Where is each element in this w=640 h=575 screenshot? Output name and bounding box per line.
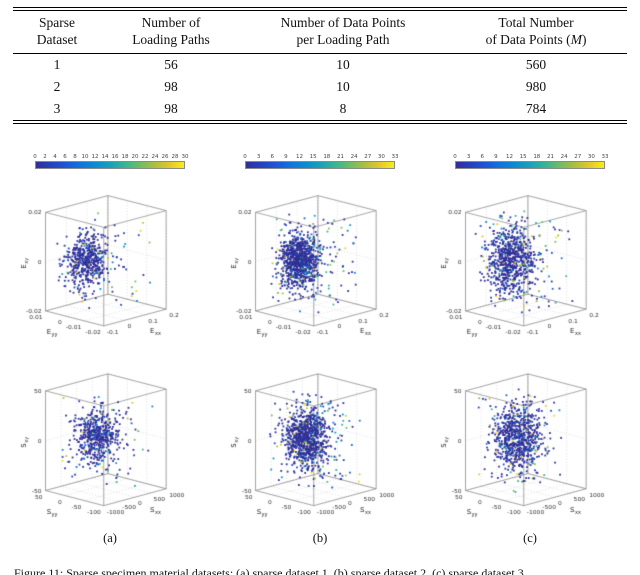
subcaption-b: (b) bbox=[312, 531, 328, 546]
colorbar-tick: 28 bbox=[171, 154, 179, 161]
colorbar-tick: 30 bbox=[587, 154, 595, 161]
scatter3d-stress-a bbox=[6, 349, 214, 528]
colorbar-tick: 27 bbox=[574, 154, 582, 161]
cell-dataset: 3 bbox=[13, 97, 101, 125]
table-body: 1 56 10 560 2 98 10 980 3 98 8 784 bbox=[13, 53, 627, 125]
cell-paths: 56 bbox=[164, 56, 178, 72]
dataset-table: Sparse Dataset Number of Loading Paths N… bbox=[13, 6, 627, 125]
figure-caption: Figure 11: Sparse specimen material data… bbox=[14, 566, 527, 575]
colorbar-tick: 18 bbox=[121, 154, 129, 161]
colorbar-tick: 14 bbox=[101, 154, 109, 161]
colorbar-gradient bbox=[35, 161, 185, 170]
colorbar-tick: 0 bbox=[33, 154, 37, 161]
header-line: of Data Points (M) bbox=[485, 32, 587, 48]
colorbar-gradient bbox=[245, 161, 395, 170]
scatter3d-strain-a bbox=[6, 171, 214, 348]
header-line: Dataset bbox=[36, 32, 78, 48]
colorbar-tick: 16 bbox=[111, 154, 119, 161]
header-line: Number of Data Points bbox=[280, 15, 406, 30]
colorbar-c: 0 3 6 9 12 15 18 21 24 27 30 33 bbox=[453, 154, 609, 170]
cell-dataset: 1 bbox=[53, 56, 61, 72]
colorbar-tick: 33 bbox=[391, 154, 399, 161]
colorbar-tick: 22 bbox=[141, 154, 149, 161]
col-header-sparse-dataset: Sparse Dataset bbox=[13, 6, 101, 54]
colorbar-tick: 18 bbox=[323, 154, 331, 161]
colorbar-a: 0 2 4 6 8 10 12 14 16 18 20 22 24 26 28 30 bbox=[33, 154, 189, 170]
colorbar-tick: 18 bbox=[533, 154, 541, 161]
colorbar-tick: 9 bbox=[284, 154, 288, 161]
colorbar-tick: 10 bbox=[81, 154, 89, 161]
scatter3d-stress-c bbox=[426, 349, 634, 528]
colorbar-tick: 15 bbox=[309, 154, 317, 161]
colorbar-tick: 24 bbox=[151, 154, 159, 161]
colorbar-tick: 0 bbox=[453, 154, 457, 161]
cell-dataset: 2 bbox=[53, 78, 61, 94]
colorbar-tick-labels: 0 2 4 6 8 10 12 14 16 18 20 22 24 26 28 30 bbox=[33, 154, 188, 161]
colorbar-tick: 2 bbox=[43, 154, 47, 161]
table-header-row: Sparse Dataset Number of Loading Paths N… bbox=[13, 6, 627, 54]
cell-paths: 98 bbox=[164, 78, 178, 94]
colorbar-tick: 30 bbox=[181, 154, 189, 161]
colorbar-tick: 9 bbox=[494, 154, 498, 161]
colorbar-tick: 12 bbox=[91, 154, 99, 161]
colorbar-tick: 24 bbox=[350, 154, 358, 161]
colorbar-tick: 3 bbox=[466, 154, 471, 161]
table-header: Sparse Dataset Number of Loading Paths N… bbox=[13, 6, 627, 54]
col-header-loading-paths: Number of Loading Paths bbox=[101, 6, 241, 54]
cell-paths: 98 bbox=[101, 97, 241, 125]
colorbar-b: 0 3 6 9 12 15 18 21 24 27 30 33 bbox=[243, 154, 399, 170]
table-row: 3 98 8 784 bbox=[13, 97, 627, 125]
colorbar-gradient bbox=[455, 161, 605, 170]
cell-total: 560 bbox=[525, 56, 547, 72]
colorbar-tick: 15 bbox=[519, 154, 527, 161]
cell-total: 784 bbox=[445, 97, 627, 125]
subcaption-a: (a) bbox=[103, 531, 117, 546]
colorbar-tick: 6 bbox=[63, 154, 67, 161]
colorbar-tick: 4 bbox=[53, 154, 57, 161]
header-line: Total Number bbox=[498, 15, 574, 30]
colorbar-tick: 6 bbox=[480, 154, 485, 161]
colorbar-tick: 3 bbox=[256, 154, 261, 161]
colorbar-tick: 27 bbox=[364, 154, 372, 161]
colorbar-tick: 21 bbox=[336, 154, 344, 161]
header-line: Sparse bbox=[39, 15, 75, 30]
figure-column-c: 0 3 6 9 12 15 18 21 24 27 30 33 (c) bbox=[426, 154, 634, 546]
colorbar-tick: 30 bbox=[377, 154, 385, 161]
colorbar-tick-labels: 0 3 6 9 12 15 18 21 24 27 30 33 bbox=[243, 154, 398, 161]
scatter3d-strain-c bbox=[426, 171, 634, 348]
colorbar-tick-labels: 0 3 6 9 12 15 18 21 24 27 30 33 bbox=[453, 154, 608, 161]
colorbar-tick: 12 bbox=[506, 154, 514, 161]
colorbar-tick: 8 bbox=[73, 154, 77, 161]
scatter3d-strain-b bbox=[216, 171, 424, 348]
header-line: Number of bbox=[141, 15, 201, 30]
colorbar-tick: 12 bbox=[296, 154, 304, 161]
colorbar-tick: 6 bbox=[270, 154, 275, 161]
figure-column-b: 0 3 6 9 12 15 18 21 24 27 30 33 (b) bbox=[216, 154, 424, 546]
colorbar-tick: 20 bbox=[131, 154, 139, 161]
cell-points-per-path: 10 bbox=[336, 78, 350, 94]
colorbar-tick: 26 bbox=[161, 154, 169, 161]
math-var-M: M bbox=[570, 32, 582, 48]
colorbar-tick: 33 bbox=[601, 154, 609, 161]
header-line: per Loading Path bbox=[296, 32, 390, 48]
scatter3d-stress-b bbox=[216, 349, 424, 528]
figure-column-a: 0 2 4 6 8 10 12 14 16 18 20 22 24 26 28 30 (a) bbox=[6, 154, 214, 546]
colorbar-tick: 21 bbox=[546, 154, 554, 161]
header-line: Loading Paths bbox=[132, 32, 210, 48]
cell-total: 980 bbox=[525, 78, 547, 94]
cell-points-per-path: 10 bbox=[336, 56, 350, 72]
colorbar-tick: 0 bbox=[243, 154, 247, 161]
subcaption-c: (c) bbox=[523, 531, 537, 546]
col-header-points-per-path: Number of Data Points per Loading Path bbox=[241, 6, 445, 54]
col-header-total-points: Total Number of Data Points (M) bbox=[445, 6, 627, 54]
table-row: 2 98 10 980 bbox=[13, 76, 627, 98]
figure-11: 0 2 4 6 8 10 12 14 16 18 20 22 24 26 28 30 (a) 0 3 6 9 12 15… bbox=[0, 154, 640, 546]
colorbar-tick: 24 bbox=[560, 154, 568, 161]
table-row: 1 56 10 560 bbox=[13, 53, 627, 76]
cell-points-per-path: 8 bbox=[241, 97, 445, 125]
